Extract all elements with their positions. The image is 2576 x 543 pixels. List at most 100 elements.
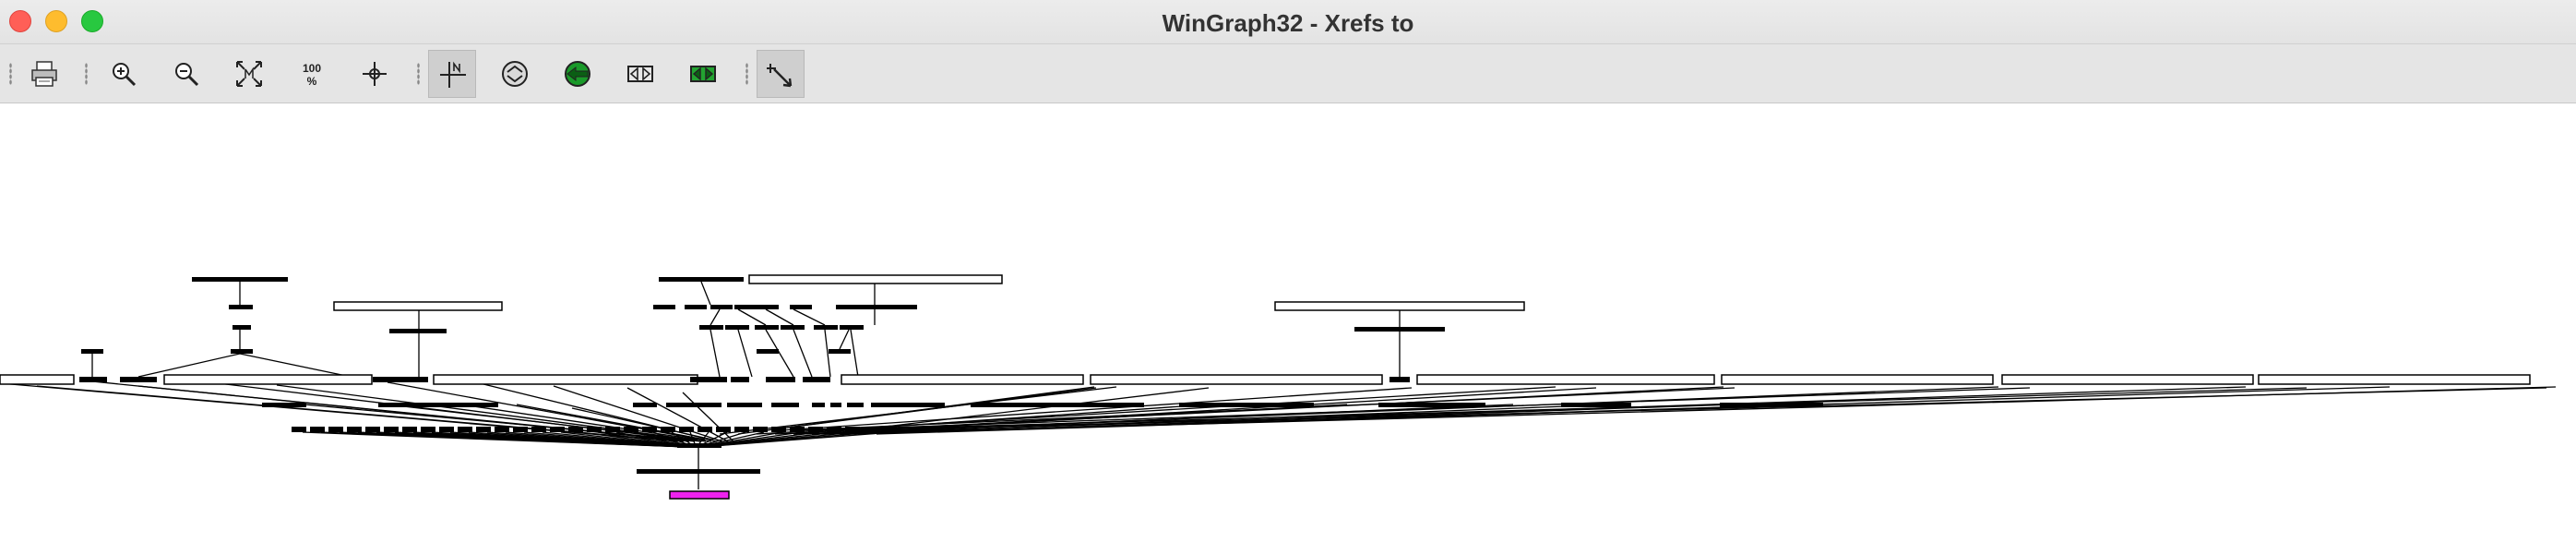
tree-layout-green-button[interactable] [679, 50, 727, 98]
graph-node[interactable] [659, 277, 744, 282]
graph-node-box[interactable] [2258, 374, 2531, 385]
graph-node[interactable] [790, 427, 805, 432]
graph-canvas[interactable] [0, 103, 2576, 543]
graph-node[interactable] [637, 469, 760, 474]
graph-node[interactable] [716, 427, 731, 432]
graph-node[interactable] [812, 403, 825, 407]
graph-node[interactable] [771, 427, 786, 432]
graph-node-box[interactable] [433, 374, 698, 385]
zoom-out-button[interactable] [162, 50, 210, 98]
tree-layout-button[interactable] [616, 50, 664, 98]
graph-node[interactable] [845, 427, 860, 432]
graph-node[interactable] [836, 305, 917, 309]
close-window-button[interactable] [9, 10, 31, 32]
graph-node[interactable] [666, 403, 722, 407]
graph-node[interactable] [971, 403, 1100, 407]
graph-node[interactable] [138, 377, 155, 382]
graph-node[interactable] [1389, 377, 1410, 382]
graph-node[interactable] [79, 377, 107, 382]
graph-node[interactable] [840, 325, 864, 330]
title-bar[interactable]: WinGraph32 - Xrefs to [0, 0, 2576, 44]
center-button[interactable] [351, 50, 399, 98]
graph-node[interactable] [310, 427, 325, 432]
graph-node[interactable] [587, 427, 602, 432]
graph-node[interactable] [830, 403, 841, 407]
graph-node[interactable] [402, 427, 417, 432]
graph-node[interactable] [624, 427, 638, 432]
graph-node[interactable] [531, 427, 546, 432]
graph-node-box[interactable] [333, 301, 503, 311]
graph-node[interactable] [1179, 403, 1314, 407]
graph-node[interactable] [829, 349, 851, 354]
graph-node[interactable] [679, 427, 694, 432]
graph-node[interactable] [439, 427, 454, 432]
graph-node[interactable] [389, 329, 447, 333]
graph-node[interactable] [633, 403, 657, 407]
graph-node[interactable] [710, 305, 733, 309]
graph-node[interactable] [192, 277, 288, 282]
print-button[interactable] [20, 50, 68, 98]
graph-node[interactable] [871, 403, 945, 407]
graph-node[interactable] [734, 305, 757, 309]
graph-node-box[interactable] [1721, 374, 1994, 385]
graph-node[interactable] [347, 427, 362, 432]
graph-node[interactable] [882, 427, 897, 432]
navigate-button[interactable] [428, 50, 476, 98]
graph-node[interactable] [373, 377, 428, 382]
select-tool-button[interactable] [757, 50, 805, 98]
graph-node[interactable] [803, 377, 830, 382]
graph-node[interactable] [790, 305, 812, 309]
graph-node[interactable] [699, 325, 723, 330]
graph-node-box[interactable] [163, 374, 373, 385]
graph-node[interactable] [378, 403, 498, 407]
graph-node[interactable] [1354, 327, 1445, 332]
graph-node[interactable] [781, 325, 805, 330]
graph-node[interactable] [661, 427, 675, 432]
toolbar-grip[interactable] [417, 63, 420, 85]
graph-node[interactable] [231, 349, 253, 354]
circular-layout-button[interactable] [491, 50, 539, 98]
xref-graph[interactable] [0, 103, 2576, 543]
graph-node[interactable] [727, 403, 762, 407]
graph-node[interactable] [864, 427, 878, 432]
graph-node[interactable] [698, 427, 712, 432]
toolbar-grip[interactable] [9, 63, 12, 85]
graph-node[interactable] [292, 427, 306, 432]
graph-node[interactable] [328, 427, 343, 432]
graph-node-box[interactable] [1416, 374, 1715, 385]
graph-node-box[interactable] [1090, 374, 1383, 385]
graph-node[interactable] [847, 403, 864, 407]
graph-node[interactable] [642, 427, 657, 432]
graph-node[interactable] [1561, 403, 1631, 407]
zoom-in-button[interactable] [100, 50, 148, 98]
maximize-window-button[interactable] [81, 10, 103, 32]
graph-node[interactable] [1098, 403, 1144, 407]
graph-node[interactable] [734, 427, 749, 432]
graph-node-box[interactable] [1274, 301, 1525, 311]
graph-node-box[interactable] [841, 374, 1084, 385]
graph-node[interactable] [731, 377, 749, 382]
graph-node[interactable] [757, 349, 779, 354]
graph-node-box[interactable] [0, 374, 75, 385]
zoom-100-button[interactable]: 100 % [288, 50, 336, 98]
toolbar-grip[interactable] [745, 63, 748, 85]
graph-node[interactable] [495, 427, 509, 432]
graph-node[interactable] [513, 427, 528, 432]
graph-node[interactable] [384, 427, 399, 432]
fit-window-button[interactable] [225, 50, 273, 98]
graph-node-box[interactable] [2001, 374, 2254, 385]
graph-node[interactable] [262, 403, 306, 407]
graph-node[interactable] [827, 427, 841, 432]
graph-node[interactable] [568, 427, 583, 432]
graph-node[interactable] [81, 349, 103, 354]
graph-node[interactable] [458, 427, 472, 432]
graph-node[interactable] [1378, 403, 1485, 407]
graph-node-box[interactable] [748, 274, 1003, 284]
graph-node[interactable] [808, 427, 823, 432]
graph-node[interactable] [690, 377, 727, 382]
graph-node[interactable] [725, 325, 749, 330]
graph-node[interactable] [550, 427, 565, 432]
graph-node[interactable] [755, 325, 779, 330]
graph-node[interactable] [753, 427, 768, 432]
graph-node[interactable] [421, 427, 435, 432]
